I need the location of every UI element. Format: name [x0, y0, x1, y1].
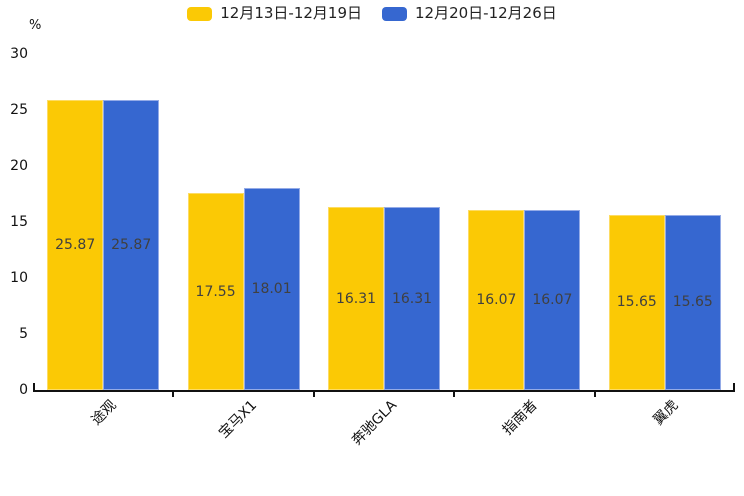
- x-axis-category-label: 途观: [88, 397, 120, 429]
- bar-week2-2[interactable]: 18.01: [243, 188, 300, 390]
- x-axis-category-label: 奔驰GLA: [349, 397, 401, 449]
- x-axis-category-label: 指南者: [500, 397, 542, 439]
- axis-end-tick: [733, 383, 735, 392]
- legend-label-week2: 12月20日-12月26日: [415, 4, 557, 22]
- bar-week2-5[interactable]: 15.65: [664, 214, 721, 390]
- bar-value-label: 18.01: [251, 281, 292, 298]
- legend-item-week2[interactable]: 12月20日-12月26日: [382, 6, 557, 21]
- bar-value-label: 25.87: [55, 237, 96, 254]
- y-axis-tick-label: 0: [19, 382, 28, 398]
- bar-week1-1[interactable]: 25.87: [47, 100, 104, 390]
- bar-week1-3[interactable]: 16.31: [328, 207, 384, 390]
- bar-value-label: 16.07: [476, 292, 517, 308]
- y-axis-tick-label: 30: [10, 46, 28, 62]
- x-axis-category-label: 翼虎: [650, 397, 682, 429]
- axis-tick: [312, 392, 315, 397]
- y-axis-tick-label: 10: [10, 270, 28, 286]
- bar-value-label: 17.55: [195, 283, 236, 300]
- axis-end-tick: [33, 383, 35, 392]
- bar-value-label: 25.87: [111, 237, 152, 254]
- legend-swatch-yellow-icon: [187, 6, 213, 21]
- y-axis-unit-label: %: [29, 18, 42, 33]
- bar-value-label: 16.31: [335, 290, 377, 307]
- axis-tick: [593, 392, 596, 397]
- y-axis-tick-label: 20: [10, 158, 28, 174]
- bar-week1-4[interactable]: 16.07: [468, 210, 525, 390]
- y-axis-tick-label: 15: [10, 214, 28, 230]
- bar-week2-3[interactable]: 16.31: [384, 207, 440, 390]
- bar-value-label: 15.65: [616, 294, 657, 311]
- bar-value-label: 15.65: [672, 294, 713, 311]
- axis-tick: [172, 392, 175, 397]
- axis-tick: [453, 392, 456, 397]
- chart-legend: 12月13日-12月19日 12月20日-12月26日: [0, 6, 744, 21]
- bar-value-label: 16.07: [532, 292, 573, 308]
- legend-swatch-blue-icon: [382, 6, 407, 21]
- x-axis-line: [33, 390, 735, 392]
- y-axis-tick-label: 25: [10, 102, 28, 118]
- bar-week2-4[interactable]: 16.07: [524, 210, 581, 390]
- bar-week1-2[interactable]: 17.55: [187, 193, 244, 390]
- bar-week1-5[interactable]: 15.65: [608, 214, 665, 390]
- y-axis-tick-label: 5: [19, 326, 28, 342]
- x-axis-category-label: 宝马X1: [216, 397, 261, 442]
- bar-value-label: 16.31: [391, 290, 433, 307]
- legend-item-week1[interactable]: 12月13日-12月19日: [187, 6, 362, 21]
- legend-label-week1: 12月13日-12月19日: [220, 4, 362, 22]
- bar-week2-1[interactable]: 25.87: [103, 100, 160, 390]
